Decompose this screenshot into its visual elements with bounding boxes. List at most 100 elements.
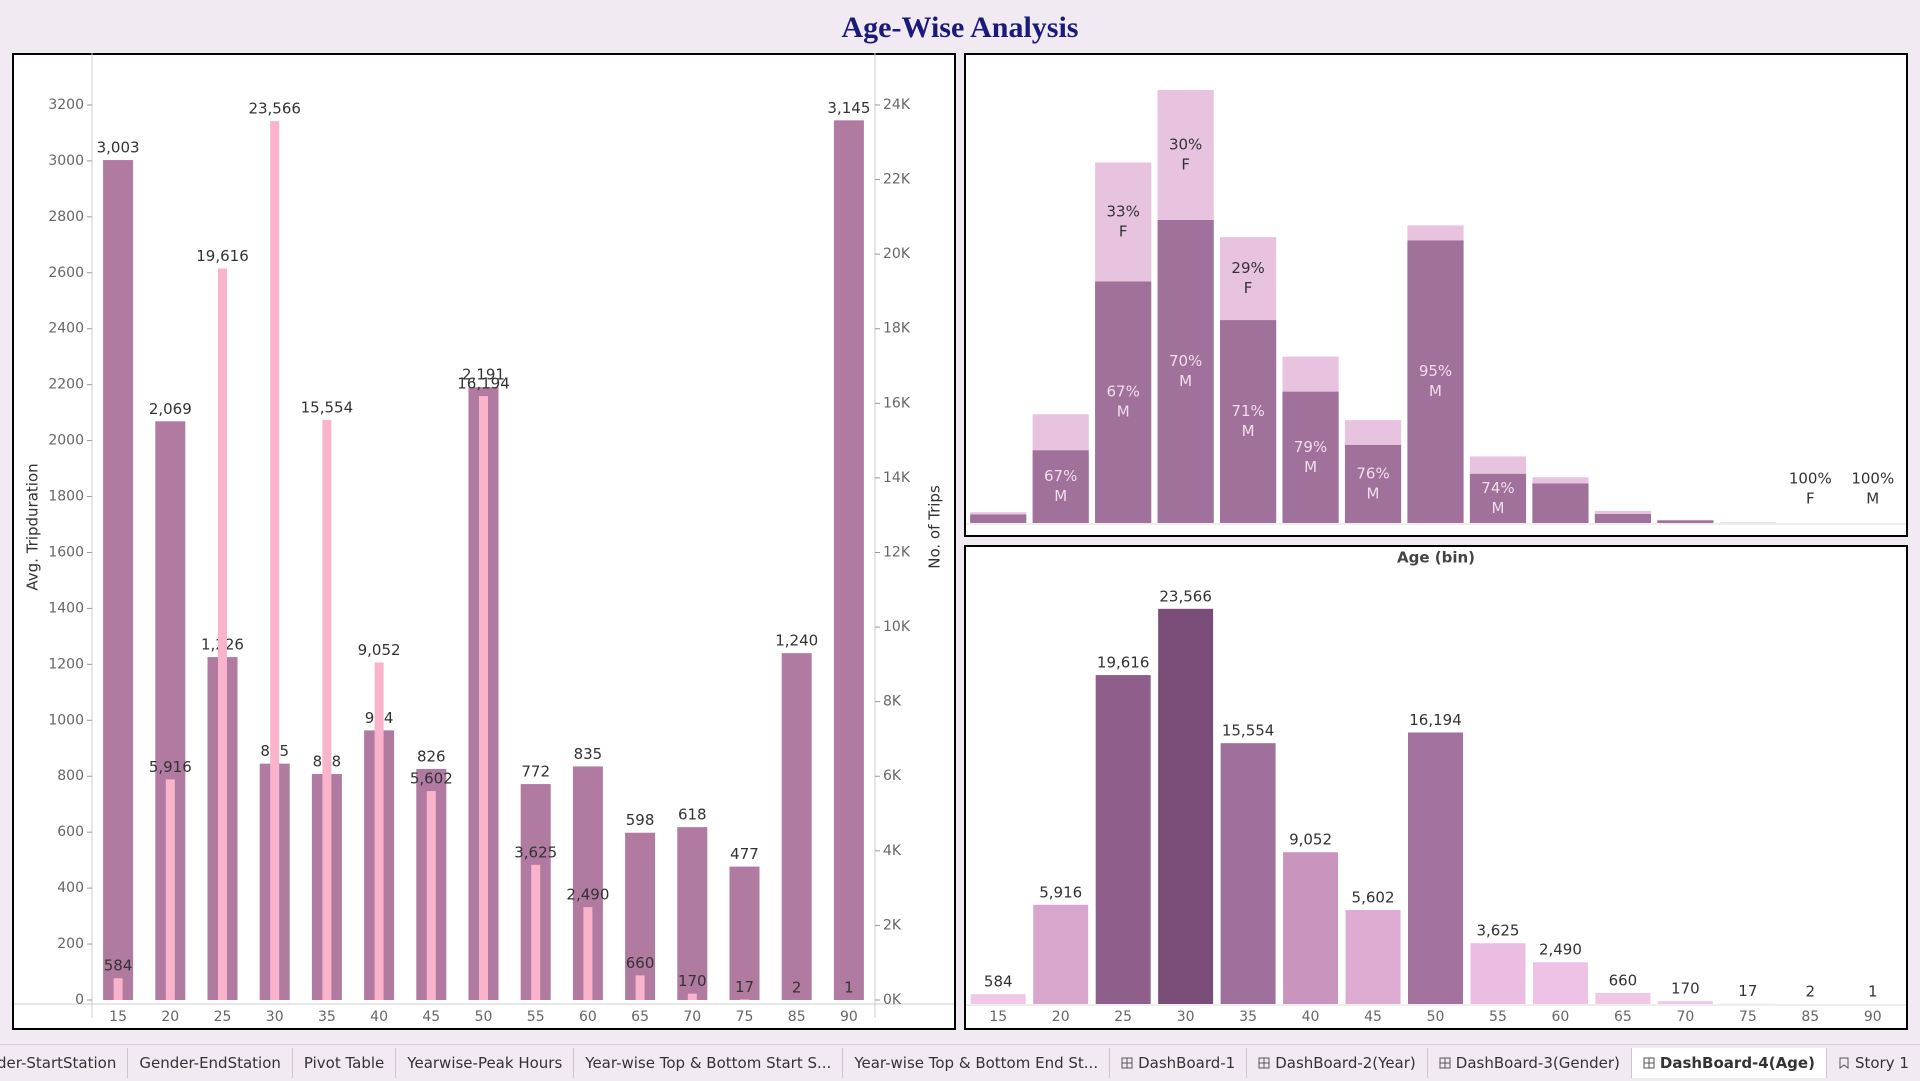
- x-tick-label: 25: [1114, 1009, 1132, 1025]
- gender-bar-segment: [1532, 477, 1588, 483]
- data-label: 17: [1738, 982, 1757, 1000]
- tab-icon: [1439, 1057, 1451, 1069]
- share-series-name: M: [1367, 484, 1380, 502]
- trips-bar: [270, 121, 279, 1000]
- sheet-tab[interactable]: Year-wise Top & Bottom Start S...: [574, 1048, 843, 1078]
- trips-bar: [740, 999, 749, 1000]
- data-label: 1,240: [775, 632, 818, 650]
- x-tick-label: 30: [1177, 1009, 1195, 1025]
- y-tick-label: 2200: [48, 377, 84, 393]
- x-tick-label: 70: [683, 1009, 701, 1025]
- gender-bar-segment: [1595, 514, 1651, 523]
- y-tick-label: 3200: [48, 97, 84, 113]
- share-series-name: F: [1119, 222, 1128, 240]
- y2-tick-label: 4K: [883, 843, 902, 859]
- y2-tick-label: 22K: [883, 172, 911, 188]
- y-tick-label: 400: [57, 880, 84, 896]
- data-label: 16,194: [457, 375, 510, 393]
- x-tick-label: 35: [1239, 1009, 1257, 1025]
- data-label: 584: [984, 973, 1013, 991]
- x-tick-label: 75: [1739, 1009, 1757, 1025]
- data-label: 835: [574, 745, 603, 763]
- share-series-name: M: [1866, 490, 1879, 508]
- x-tick-label: 35: [318, 1009, 336, 1025]
- data-label: 3,003: [97, 139, 140, 157]
- trips-bar: [1158, 609, 1213, 1004]
- share-label: 79%: [1294, 438, 1327, 456]
- data-label: 5,602: [410, 770, 453, 788]
- data-label: 3,145: [827, 99, 870, 117]
- x-axis-title: Age (bin): [1397, 549, 1475, 567]
- share-label: 95%: [1419, 362, 1452, 380]
- dashboard: Age-Wise Analysis 0200400600800100012001…: [0, 0, 1920, 1040]
- data-label: 23,566: [1159, 587, 1212, 605]
- data-label: 2,069: [149, 400, 192, 418]
- share-series-name: M: [1117, 403, 1130, 421]
- data-label: 19,616: [1097, 654, 1150, 672]
- x-tick-label: 50: [1427, 1009, 1445, 1025]
- trips-bar: [1658, 1001, 1713, 1004]
- gender-bar-segment: [1282, 357, 1338, 392]
- duration-bar: [103, 160, 133, 1000]
- trips-bar: [375, 662, 384, 1000]
- tab-label: der-StartStation: [0, 1054, 116, 1072]
- trips-bar: [1470, 943, 1525, 1004]
- x-tick-label: 15: [109, 1009, 127, 1025]
- y2-tick-label: 24K: [883, 97, 911, 113]
- y2-tick-label: 16K: [883, 395, 911, 411]
- sheet-tab[interactable]: Story 1: [1827, 1048, 1920, 1078]
- y-axis-title: Avg. Tripduration: [24, 463, 42, 590]
- sheet-tab[interactable]: DashBoard-3(Gender): [1428, 1048, 1632, 1078]
- tab-icon: [1643, 1057, 1655, 1069]
- sheet-tab[interactable]: Yearwise-Peak Hours: [396, 1048, 574, 1078]
- data-label: 15,554: [301, 398, 354, 416]
- y2-tick-label: 2K: [883, 917, 902, 933]
- y-tick-label: 800: [57, 768, 84, 784]
- x-tick-label: 20: [1052, 1009, 1070, 1025]
- y-tick-label: 0: [75, 992, 84, 1008]
- trips-bar: [1096, 675, 1151, 1004]
- x-tick-label: 65: [1614, 1009, 1632, 1025]
- x-tick-label: 25: [214, 1009, 232, 1025]
- tab-icon: [1258, 1057, 1270, 1069]
- sheet-tab[interactable]: Year-wise Top & Bottom End St...: [843, 1048, 1110, 1078]
- x-tick-label: 30: [266, 1009, 284, 1025]
- trips-bar: [479, 396, 488, 1000]
- trips-bar: [636, 975, 645, 1000]
- sheet-tab[interactable]: DashBoard-1: [1110, 1048, 1247, 1078]
- share-label: 67%: [1106, 383, 1139, 401]
- x-tick-label: 55: [1489, 1009, 1507, 1025]
- sheet-tab[interactable]: Pivot Table: [293, 1048, 396, 1078]
- y-tick-label: 2000: [48, 433, 84, 449]
- share-label: 33%: [1106, 202, 1139, 220]
- sheet-tab[interactable]: DashBoard-2(Year): [1247, 1048, 1428, 1078]
- y2-tick-label: 18K: [883, 321, 911, 337]
- y2-tick-label: 10K: [883, 619, 911, 635]
- x-tick-label: 60: [1552, 1009, 1570, 1025]
- trips-bar: [166, 779, 175, 1000]
- y-tick-label: 2400: [48, 321, 84, 337]
- share-label: 100%: [1789, 470, 1832, 488]
- tab-label: Yearwise-Peak Hours: [407, 1054, 562, 1072]
- x-tick-label: 40: [1302, 1009, 1320, 1025]
- gender-bar-segment: [970, 514, 1026, 523]
- sheet-tab[interactable]: DashBoard-4(Age): [1632, 1048, 1827, 1078]
- share-series-name: M: [1429, 382, 1442, 400]
- share-label: 67%: [1044, 467, 1077, 485]
- data-label: 660: [1609, 971, 1638, 989]
- data-label: 170: [1671, 980, 1700, 998]
- x-tick-label: 55: [527, 1009, 545, 1025]
- trips-bar: [1033, 905, 1088, 1004]
- tab-label: DashBoard-4(Age): [1660, 1054, 1815, 1072]
- trips-bar: [688, 994, 697, 1000]
- share-series-name: M: [1242, 422, 1255, 440]
- sheet-tab[interactable]: der-StartStation: [0, 1048, 128, 1078]
- share-series-name: F: [1181, 155, 1190, 173]
- sheet-tab[interactable]: Gender-EndStation: [128, 1048, 293, 1078]
- data-label: 9,052: [358, 641, 401, 659]
- data-label: 19,616: [196, 247, 249, 265]
- data-label: 660: [626, 954, 655, 972]
- data-label: 170: [678, 972, 707, 990]
